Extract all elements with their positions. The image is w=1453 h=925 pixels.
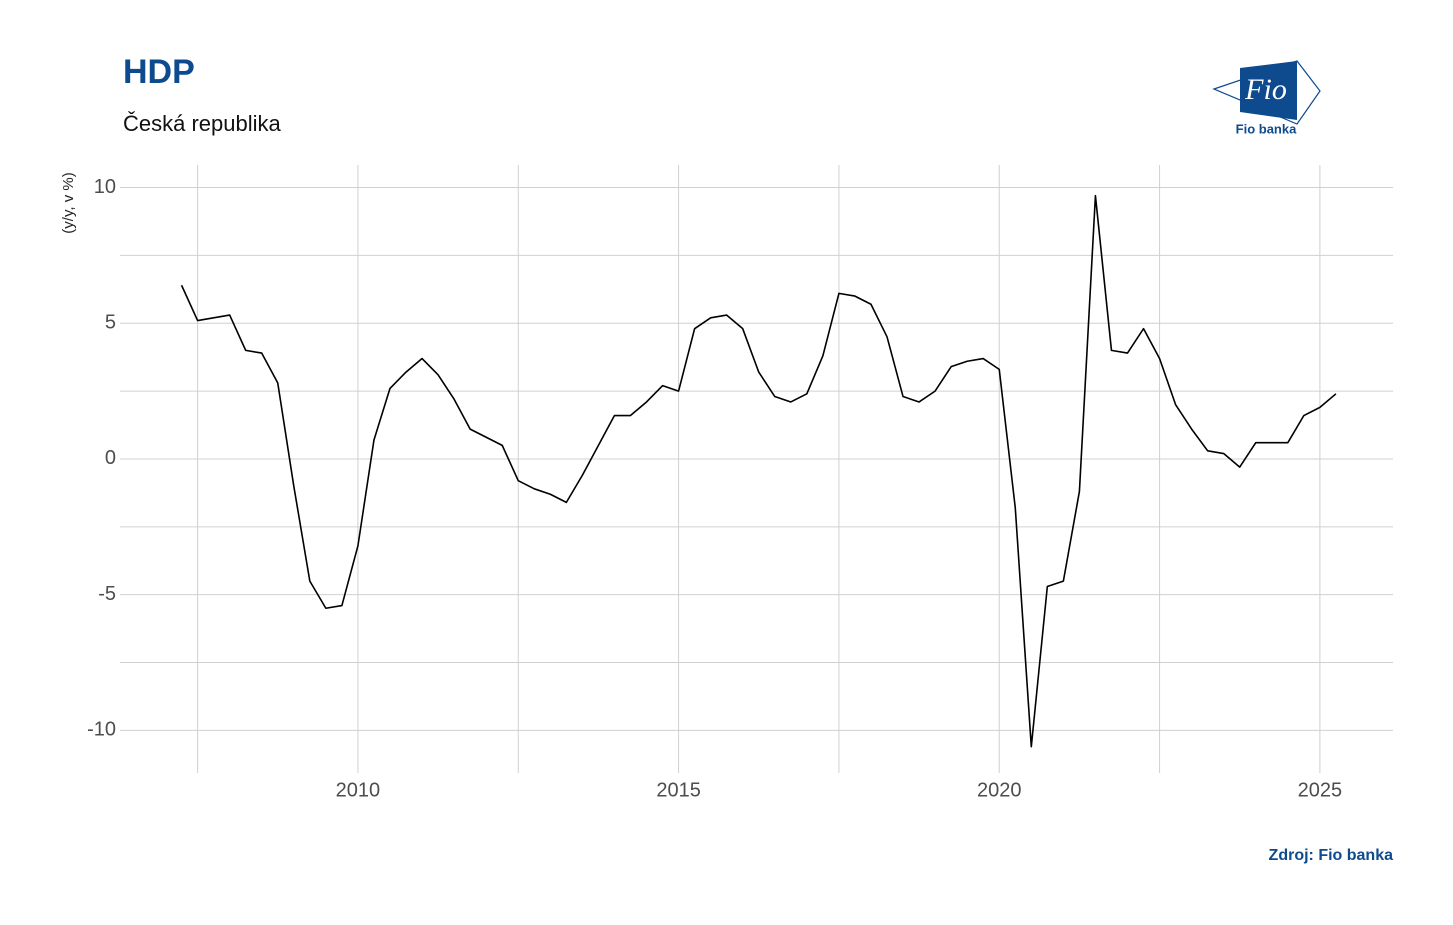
y-tick-label: -10 — [87, 719, 116, 741]
source: Zdroj: Fio banka — [1269, 847, 1394, 864]
line — [180, 194, 1337, 748]
logo-flag — [1240, 61, 1297, 120]
y-tick-label: 5 — [105, 312, 116, 334]
y-tick-label: 10 — [94, 176, 116, 198]
logo-mark: Fio — [1244, 73, 1287, 106]
x-tick-label: 2025 — [1298, 779, 1343, 801]
chart-title: HDP — [123, 53, 195, 91]
y-tick-label: -5 — [98, 583, 116, 605]
x-tick-label: 2010 — [336, 779, 381, 801]
logo: Fio Fio banka — [1212, 60, 1321, 136]
y-tick-label: 0 — [105, 447, 116, 469]
x-tick-label: 2020 — [977, 779, 1022, 801]
chart-subtitle: Česká republika — [123, 111, 282, 136]
x-tick-label: 2015 — [656, 779, 701, 801]
logo-text: Fio banka — [1236, 121, 1297, 136]
y-axis-label: (y/y, v %) — [60, 172, 77, 233]
